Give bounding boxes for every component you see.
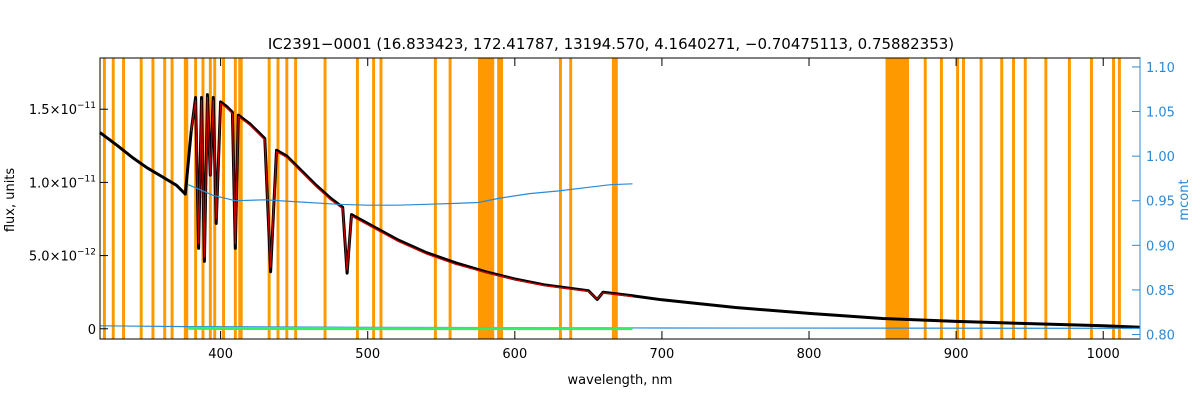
right-tick-label: 1.10: [1146, 61, 1175, 76]
mask-band: [1067, 58, 1071, 339]
y-axis-ticks: 0 5.0×10−12 1.0×10−11 1.5×10−11: [29, 101, 108, 338]
mask-band: [294, 58, 298, 339]
y-tick-label: 5.0×10−12: [29, 248, 96, 265]
mask-band: [194, 58, 198, 339]
mask-band: [276, 58, 280, 339]
series-line-2: [188, 183, 633, 206]
mask-band: [962, 58, 965, 339]
x-tick-label: 700: [650, 347, 675, 362]
mask-band: [111, 58, 115, 339]
mask-band: [979, 58, 983, 339]
mask-band: [1012, 58, 1015, 339]
right-tick-label: 0.85: [1146, 284, 1175, 299]
right-tick-label: 0.80: [1146, 329, 1175, 344]
x-tick-label: 400: [208, 347, 233, 362]
x-tick-label: 600: [502, 347, 527, 362]
chart-title: IC2391−0001 (16.833423, 172.41787, 13194…: [268, 35, 954, 53]
mask-band: [170, 58, 174, 339]
y-tick-label: 1.0×10−11: [29, 174, 96, 191]
mask-band: [122, 58, 126, 339]
right-axis-ticks: 0.80 0.85 0.90 0.95 1.00 1.05 1.10: [1132, 61, 1175, 344]
mask-band: [478, 58, 495, 339]
y-tick-label: 0: [88, 323, 96, 338]
mask-band: [923, 58, 927, 339]
mask-band: [1044, 58, 1048, 339]
right-tick-label: 1.05: [1146, 106, 1175, 121]
mask-band: [1000, 58, 1004, 339]
mask-band: [611, 58, 618, 339]
mask-band: [558, 58, 562, 339]
mask-band: [433, 58, 437, 339]
right-tick-label: 1.00: [1146, 150, 1175, 165]
mask-band: [222, 58, 226, 339]
mask-band: [448, 58, 452, 339]
x-tick-label: 800: [797, 347, 822, 362]
right-axis-label: mcont: [1177, 179, 1192, 220]
mask-band: [956, 58, 960, 339]
mask-band: [569, 58, 573, 339]
x-tick-label: 900: [944, 347, 969, 362]
x-axis-ticks: 400 500 600 700 800 900 1000: [208, 58, 1120, 362]
mask-band: [267, 58, 271, 339]
mask-band: [139, 58, 143, 339]
x-tick-label: 1000: [1087, 347, 1120, 362]
mask-band: [1023, 58, 1027, 339]
mask-band: [285, 58, 289, 339]
mask-band: [939, 58, 943, 339]
series-line-1: [190, 96, 633, 300]
mask-band: [323, 58, 327, 339]
mask-band: [238, 58, 243, 339]
mask-band: [1117, 58, 1121, 339]
mask-band: [1112, 58, 1115, 339]
right-tick-label: 0.95: [1146, 195, 1175, 210]
mask-band: [163, 58, 167, 339]
mask-band: [885, 58, 910, 339]
mask-band: [372, 58, 376, 339]
right-tick-label: 0.90: [1146, 239, 1175, 254]
mask-band: [355, 58, 359, 339]
mask-band: [102, 58, 106, 339]
mask-band: [208, 58, 212, 339]
mask-band: [1089, 58, 1093, 339]
y-axis-label: flux, units: [3, 168, 18, 233]
y-tick-label: 1.5×10−11: [29, 101, 96, 118]
x-axis-label: wavelength, nm: [568, 373, 673, 388]
x-tick-label: 500: [355, 347, 380, 362]
series-lines: [99, 93, 1141, 331]
mask-band: [151, 58, 155, 339]
mask-band: [183, 58, 189, 339]
mask-band: [379, 58, 383, 339]
